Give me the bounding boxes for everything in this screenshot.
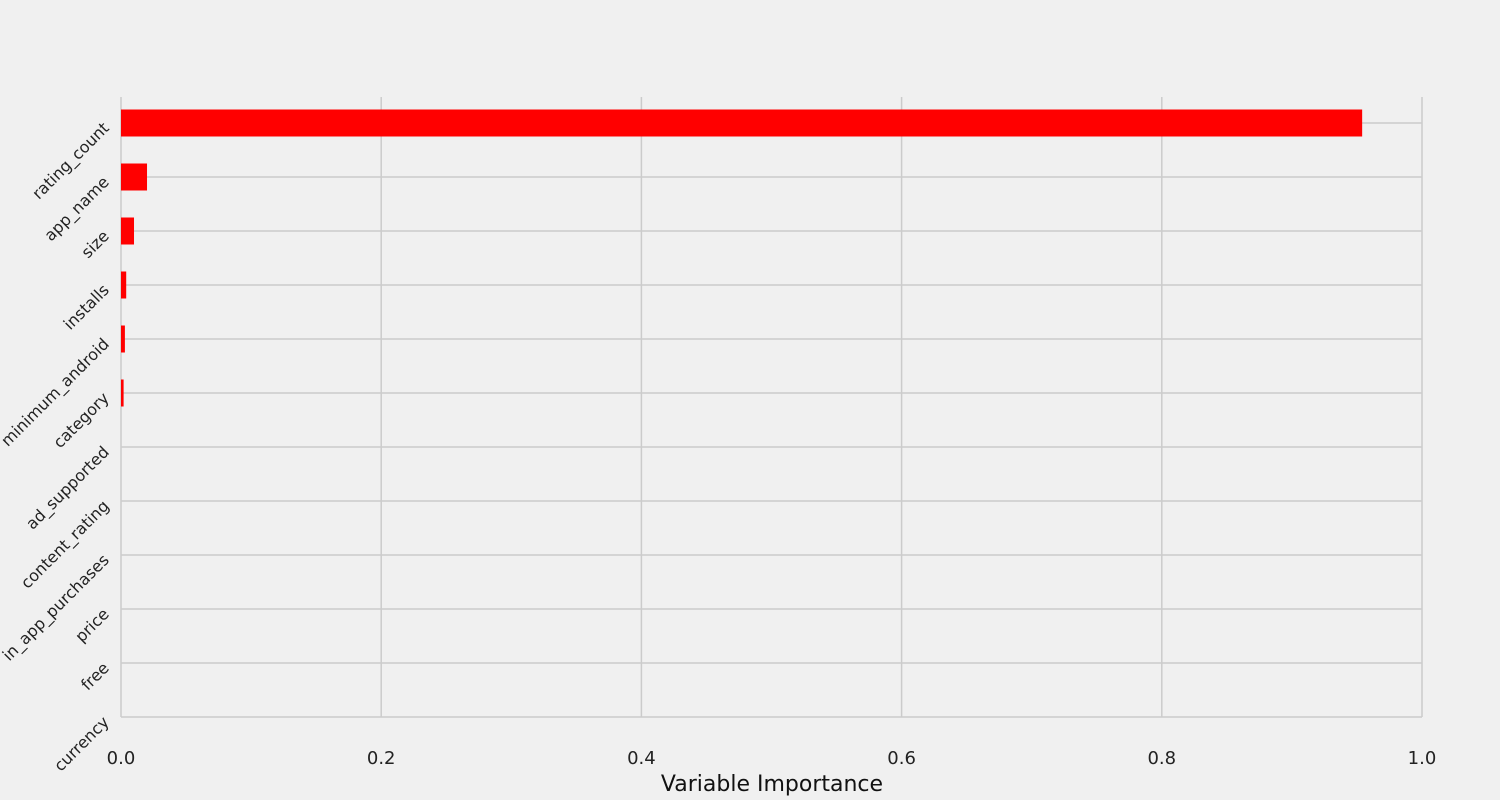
bar-minimum-android <box>121 325 125 353</box>
x-tick-label: 1.0 <box>1408 748 1437 769</box>
x-tick-label: 0.0 <box>107 748 136 769</box>
x-tick-label: 0.2 <box>367 748 396 769</box>
grid-lines <box>120 97 1423 718</box>
x-axis-label: Variable Importance <box>661 772 883 797</box>
x-tick-label: 0.6 <box>887 748 916 769</box>
bar-rating-count <box>121 109 1363 137</box>
bar-installs <box>121 271 127 299</box>
bar-category <box>121 379 124 407</box>
x-axis-ticks: 0.0 0.2 0.4 0.6 0.8 1.0 <box>107 748 1437 769</box>
x-tick-label: 0.4 <box>627 748 656 769</box>
bar-app-name <box>121 163 148 191</box>
bars <box>121 109 1363 407</box>
bar-size <box>121 217 135 245</box>
x-tick-label: 0.8 <box>1147 748 1176 769</box>
